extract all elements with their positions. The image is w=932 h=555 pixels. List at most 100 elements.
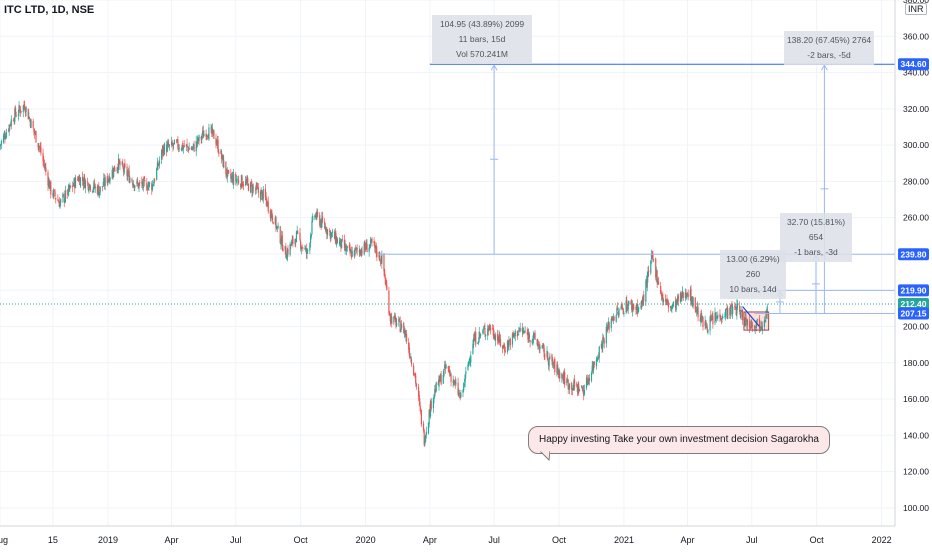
candle-body [758, 318, 761, 329]
candle-body [57, 199, 59, 201]
candle-body [122, 167, 125, 172]
candle-body [618, 308, 620, 316]
candle-body [191, 148, 193, 150]
candle-body [254, 189, 257, 191]
candle-body [143, 177, 145, 179]
candle-body [321, 217, 323, 228]
candle-body [103, 178, 105, 186]
candle-body [365, 247, 367, 250]
candle-body [375, 244, 377, 254]
candle-body [394, 314, 396, 319]
candle-body [77, 179, 79, 182]
time-axis[interactable]: Aug 15 2019 Apr Jul Oct 2020 Apr Jul Oct 2021 Apr Ju… [0, 525, 895, 545]
candle-body [655, 269, 658, 278]
candle-body [499, 338, 502, 346]
candle-body [427, 422, 430, 434]
candle-body [475, 332, 477, 345]
candle-body [467, 364, 469, 370]
candle-body [13, 121, 15, 122]
candle-body [671, 307, 673, 309]
candle-body [317, 211, 319, 215]
candle-body [591, 365, 593, 371]
candle-body [53, 189, 55, 191]
candle-body [396, 323, 398, 326]
y-tick-label: 340.00 [903, 68, 929, 78]
candle-body [667, 299, 669, 304]
candle-body [498, 334, 500, 343]
candle-body [201, 130, 204, 136]
candle-body [45, 167, 47, 172]
candle-body [186, 143, 188, 146]
candle-body [81, 176, 84, 182]
candle-body [488, 325, 490, 330]
candle-body [529, 340, 531, 343]
candle-body [187, 147, 190, 152]
candle-body [403, 322, 405, 334]
candle-body [395, 318, 397, 327]
candle-body [319, 221, 322, 227]
callout-tail [540, 451, 550, 461]
candle-body [205, 133, 207, 137]
candle-body [281, 235, 283, 250]
price-axis[interactable]: 100.00120.00140.00160.00180.00200.00220.… [894, 0, 932, 550]
candle-body [266, 199, 268, 207]
candle-body [408, 347, 410, 357]
candle-body [568, 387, 570, 390]
candle-body [588, 377, 590, 382]
candle-body [557, 371, 559, 374]
candle-body [286, 250, 288, 260]
candle-body [309, 243, 311, 251]
x-tick-label: Jul [488, 535, 500, 545]
candle-body [242, 184, 244, 186]
candle-body [39, 147, 41, 149]
candle-body [0, 140, 3, 145]
candle-body [588, 378, 590, 380]
candle-body [133, 184, 135, 188]
measure-2-line-1: 138.20 (67.45%) 2764 [786, 35, 872, 45]
candle-body [531, 340, 533, 344]
candle-body [756, 319, 758, 321]
y-tick-label: 100.00 [903, 503, 929, 513]
measure-4-line-1: 13.00 (6.29%) 260 [726, 254, 780, 279]
candle-body [24, 111, 27, 114]
candle-body [425, 431, 427, 435]
candle-body [153, 181, 155, 187]
currency-label[interactable]: INR [905, 3, 927, 15]
candle-body [183, 145, 185, 147]
candle-body [5, 132, 7, 138]
y-tick-label: 260.00 [903, 213, 929, 223]
candle-body [763, 320, 766, 327]
candle-body [282, 248, 284, 252]
candle-body [534, 332, 536, 340]
candle-body [280, 243, 282, 245]
candle-body [139, 181, 141, 183]
candle-body [439, 374, 442, 381]
measure-1-line-3: Vol 570.241M [456, 49, 508, 59]
candle-body [151, 183, 153, 190]
candle-body [138, 183, 140, 188]
candle-body [474, 333, 476, 342]
candle-body [237, 179, 239, 180]
candle-body [222, 154, 224, 167]
candle-body [256, 186, 258, 188]
candle-body [345, 247, 348, 251]
symbol-title[interactable]: ITC LTD, 1D, NSE [4, 4, 95, 16]
candle-body [171, 142, 173, 145]
candle-body [655, 258, 657, 278]
candle-body [633, 307, 635, 308]
candle-body [722, 316, 724, 319]
candle-body [226, 169, 228, 178]
level-badge [898, 284, 929, 297]
candle-body [711, 317, 713, 319]
candle-body [542, 343, 545, 348]
candle-body [285, 258, 288, 260]
candle-body [755, 325, 757, 327]
candle-body [43, 159, 45, 164]
candle-body [463, 383, 466, 385]
candle-body [373, 241, 375, 244]
candle-body [746, 320, 748, 326]
candle-body [259, 191, 262, 199]
candle-body [170, 141, 173, 145]
annotation-callout[interactable]: Happy investing Take your own investment… [528, 426, 830, 454]
